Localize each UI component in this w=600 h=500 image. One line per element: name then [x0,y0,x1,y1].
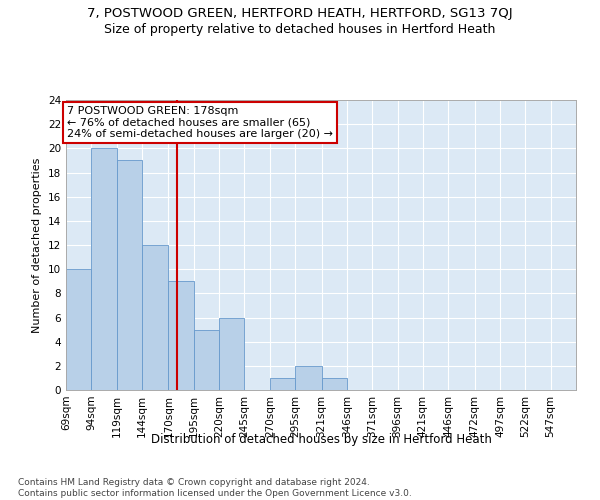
Y-axis label: Number of detached properties: Number of detached properties [32,158,43,332]
Text: Distribution of detached houses by size in Hertford Heath: Distribution of detached houses by size … [151,432,491,446]
Text: 7 POSTWOOD GREEN: 178sqm
← 76% of detached houses are smaller (65)
24% of semi-d: 7 POSTWOOD GREEN: 178sqm ← 76% of detach… [67,106,333,139]
Bar [270,378,295,390]
Bar [142,245,169,390]
Bar [322,378,347,390]
Bar [194,330,219,390]
Bar [116,160,142,390]
Text: Size of property relative to detached houses in Hertford Heath: Size of property relative to detached ho… [104,22,496,36]
Bar [91,148,116,390]
Bar [219,318,244,390]
Bar [66,269,91,390]
Text: Contains HM Land Registry data © Crown copyright and database right 2024.
Contai: Contains HM Land Registry data © Crown c… [18,478,412,498]
Bar [169,281,194,390]
Text: 7, POSTWOOD GREEN, HERTFORD HEATH, HERTFORD, SG13 7QJ: 7, POSTWOOD GREEN, HERTFORD HEATH, HERTF… [87,8,513,20]
Bar [295,366,322,390]
